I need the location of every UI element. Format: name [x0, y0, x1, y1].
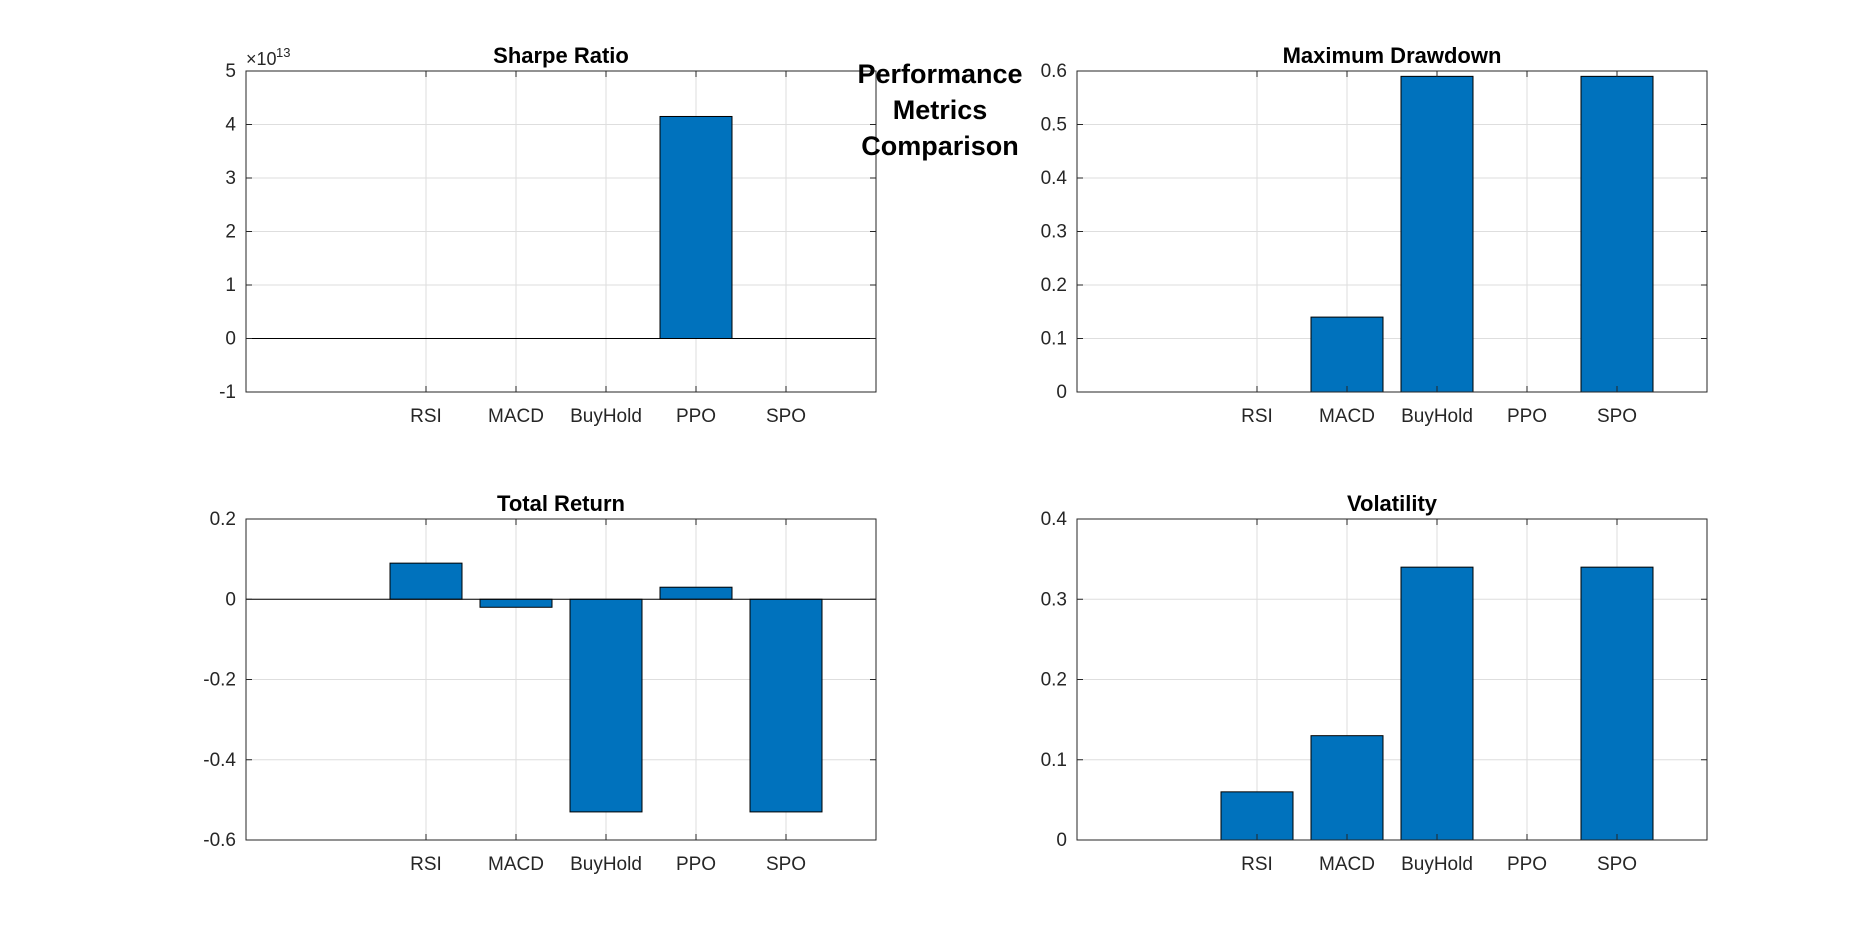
bar-spo	[749, 598, 823, 813]
y-tick-label: 0	[225, 589, 236, 610]
x-tick-label: RSI	[1241, 854, 1273, 875]
bar-ppo	[659, 586, 733, 600]
x-tick-label: SPO	[766, 406, 806, 427]
x-tick-label: BuyHold	[570, 854, 642, 875]
y-tick-label: 0	[1056, 382, 1067, 403]
subplot-1: -1 0 1 2 3 4 5 RSI MACD BuyHold PPO SPO Sharpe Ratio…	[219, 43, 877, 427]
bar-rsi	[389, 562, 463, 600]
x-tick-label: BuyHold	[1401, 406, 1473, 427]
bar-macd	[479, 598, 553, 608]
figure-title-line-1: Performance	[857, 59, 1023, 89]
y-tick-label: -1	[219, 382, 236, 403]
y-tick-label: 0.3	[1041, 222, 1067, 243]
y-axis-multiplier: ×10	[246, 49, 277, 69]
x-tick-label: MACD	[1319, 854, 1375, 875]
bar-macd	[1310, 316, 1384, 393]
x-tick-label: SPO	[766, 854, 806, 875]
y-tick-label: 3	[225, 168, 236, 189]
y-tick-label: 0.2	[1041, 275, 1067, 296]
y-tick-label: 4	[225, 115, 236, 136]
x-tick-label: RSI	[410, 406, 442, 427]
x-tick-label: RSI	[410, 854, 442, 875]
y-tick-label: 0.1	[1041, 750, 1067, 771]
bar-buyhold	[1400, 75, 1474, 393]
x-tick-label: RSI	[1241, 406, 1273, 427]
y-tick-label: -0.2	[203, 670, 236, 691]
y-tick-label: 2	[225, 222, 236, 243]
x-tick-label: BuyHold	[570, 406, 642, 427]
y-tick-label: 0	[225, 329, 236, 350]
bar-ppo	[659, 115, 733, 339]
y-tick-label: 5	[225, 61, 236, 82]
y-tick-label: -0.4	[203, 750, 236, 771]
x-tick-label: SPO	[1597, 406, 1637, 427]
x-tick-label: SPO	[1597, 854, 1637, 875]
bar-rsi	[1220, 791, 1294, 841]
subplot-3: -0.6 -0.4 -0.2 0 0.2 RSI MACD BuyHold PPO SPO Tota…	[203, 491, 877, 875]
bar-buyhold	[1400, 566, 1474, 841]
x-tick-label: PPO	[676, 406, 716, 427]
subplot-title: Sharpe Ratio	[493, 43, 629, 68]
subplot-title: Maximum Drawdown	[1283, 43, 1502, 68]
figure-title: Performance Metrics Comparison	[840, 56, 1040, 164]
x-tick-label: PPO	[1507, 406, 1547, 427]
bar-spo	[1580, 75, 1654, 393]
figure-title-line-2: Metrics	[892, 95, 988, 125]
y-tick-label: 0.3	[1041, 589, 1067, 610]
subplot-title: Volatility	[1347, 491, 1438, 516]
y-tick-label: 1	[225, 275, 236, 296]
x-tick-label: MACD	[1319, 406, 1375, 427]
x-tick-label: PPO	[676, 854, 716, 875]
y-tick-label: 0.4	[1041, 168, 1068, 189]
figure-title-line-3: Comparison	[861, 131, 1019, 161]
bar-spo	[1580, 566, 1654, 841]
y-tick-label: 0.2	[1041, 670, 1067, 691]
bar-buyhold	[569, 598, 643, 813]
y-tick-label: 0.6	[1041, 61, 1067, 82]
y-tick-label: 0.2	[210, 509, 236, 530]
y-tick-label: 0	[1056, 830, 1067, 851]
x-tick-label: MACD	[488, 406, 544, 427]
subplot-4: 0 0.1 0.2 0.3 0.4 RSI MACD BuyHold PPO SPO Volatil…	[1041, 491, 1708, 875]
y-tick-label: -0.6	[203, 830, 236, 851]
subplot-title: Total Return	[497, 491, 625, 516]
bar-macd	[1310, 735, 1384, 841]
subplot-2: 0 0.1 0.2 0.3 0.4 0.5 0.6 RSI MACD BuyHold PPO SPO M…	[1041, 43, 1708, 427]
x-tick-label: PPO	[1507, 854, 1547, 875]
x-tick-label: BuyHold	[1401, 854, 1473, 875]
y-axis-multiplier-exponent: 13	[276, 45, 290, 60]
x-tick-label: MACD	[488, 854, 544, 875]
y-tick-label: 0.1	[1041, 329, 1067, 350]
y-tick-label: 0.4	[1041, 509, 1068, 530]
y-tick-label: 0.5	[1041, 115, 1067, 136]
